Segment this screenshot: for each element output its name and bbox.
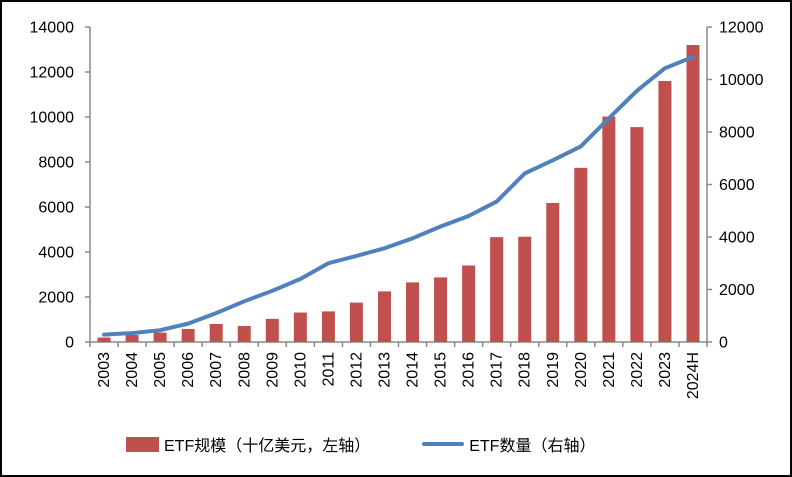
left-axis-tick-label: 2000 <box>38 290 74 307</box>
bar-2006 <box>181 328 195 342</box>
x-axis-label-2015: 2015 <box>433 352 450 388</box>
bar-series-swatch-icon <box>126 436 159 452</box>
left-axis-tick-label: 14000 <box>30 20 75 37</box>
bar-2018 <box>518 236 532 342</box>
x-axis-label-2023: 2023 <box>657 352 674 388</box>
line-series-swatch-icon <box>422 442 465 446</box>
bar-2024H <box>686 45 700 342</box>
bar-2021 <box>602 116 616 342</box>
x-axis-label-2021: 2021 <box>601 352 618 388</box>
left-axis-tick-label: 10000 <box>30 110 75 127</box>
left-axis-tick-label: 4000 <box>38 245 74 262</box>
x-axis-label-2011: 2011 <box>320 352 337 387</box>
bar-2007 <box>209 324 223 342</box>
bar-2017 <box>490 237 504 342</box>
x-axis-label-2009: 2009 <box>264 352 281 388</box>
right-axis-tick-label: 0 <box>719 335 728 352</box>
bar-2009 <box>265 318 279 342</box>
bar-2020 <box>574 167 588 342</box>
x-axis-label-2004: 2004 <box>124 352 141 388</box>
left-axis-tick-label: 12000 <box>30 65 75 82</box>
bar-2005 <box>153 332 167 342</box>
bar-2003 <box>97 337 111 342</box>
bar-2015 <box>434 277 448 342</box>
bar-2016 <box>462 265 476 342</box>
legend-item-etf-scale: ETF规模（十亿美元，左轴） <box>126 432 370 456</box>
x-axis-label-2005: 2005 <box>152 352 169 388</box>
x-axis-label-2008: 2008 <box>236 352 253 388</box>
bar-2011 <box>321 311 335 342</box>
x-axis-label-2017: 2017 <box>489 352 506 388</box>
x-axis-label-2016: 2016 <box>461 352 478 388</box>
x-axis-label-2007: 2007 <box>208 352 225 388</box>
right-axis-tick-label: 2000 <box>719 282 755 299</box>
x-axis-label-2020: 2020 <box>573 352 590 388</box>
left-axis-tick-label: 6000 <box>38 200 74 217</box>
x-axis-label-2019: 2019 <box>545 352 562 388</box>
chart-legend: ETF规模（十亿美元，左轴） ETF数量（右轴） <box>126 432 595 456</box>
right-axis-tick-label: 4000 <box>719 230 755 247</box>
left-axis-tick-label: 0 <box>65 335 74 352</box>
legend-label-etf-scale: ETF规模（十亿美元，左轴） <box>164 438 371 455</box>
bar-2014 <box>406 282 420 342</box>
x-axis-label-2013: 2013 <box>376 352 393 388</box>
x-axis-label-2018: 2018 <box>517 352 534 388</box>
x-axis-label-2022: 2022 <box>629 352 646 388</box>
right-axis-tick-label: 12000 <box>719 20 764 37</box>
bar-2010 <box>293 312 307 342</box>
bar-2022 <box>630 127 644 342</box>
right-axis-tick-label: 10000 <box>719 72 764 89</box>
legend-label-etf-count: ETF数量（右轴） <box>469 438 596 455</box>
x-axis-label-2010: 2010 <box>292 352 309 388</box>
x-axis-label-2014: 2014 <box>405 352 422 388</box>
right-axis-tick-label: 6000 <box>719 177 755 194</box>
x-axis-label-2006: 2006 <box>180 352 197 388</box>
right-axis-tick-label: 8000 <box>719 125 755 142</box>
legend-item-etf-count: ETF数量（右轴） <box>422 432 595 456</box>
x-axis-label-2012: 2012 <box>348 352 365 388</box>
etf-count-line <box>102 54 695 337</box>
x-axis-label-2003: 2003 <box>96 352 113 388</box>
bar-2023 <box>658 81 672 342</box>
bar-2012 <box>349 302 363 342</box>
x-axis-label-2024H: 2024H <box>685 352 702 399</box>
bar-2019 <box>546 202 560 342</box>
bar-2008 <box>237 326 251 342</box>
bar-2013 <box>377 291 391 342</box>
bar-2004 <box>125 335 139 342</box>
left-axis-tick-label: 8000 <box>38 155 74 172</box>
